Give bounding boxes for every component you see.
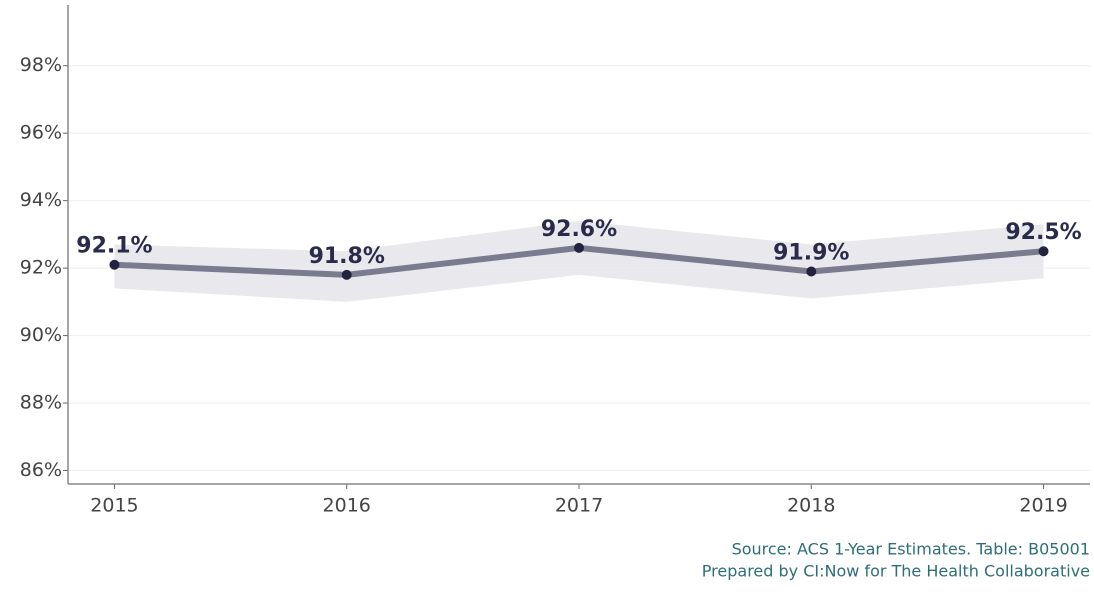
- data-label: 91.8%: [309, 244, 385, 269]
- y-tick-label: 86%: [20, 459, 62, 481]
- x-tick-label: 2018: [787, 495, 835, 517]
- x-tick-label: 2015: [90, 495, 138, 517]
- x-tick-label: 2016: [323, 495, 371, 517]
- point: [1038, 246, 1049, 257]
- y-tick-label: 90%: [20, 324, 62, 346]
- caption: Source: ACS 1-Year Estimates. Table: B05…: [732, 540, 1090, 559]
- y-tick-label: 94%: [20, 189, 62, 211]
- band-layer: [114, 220, 1044, 302]
- y-tick-label: 88%: [20, 392, 62, 414]
- point: [806, 266, 817, 277]
- data-label: 91.9%: [773, 240, 849, 265]
- caption: Prepared by CI:Now for The Health Collab…: [702, 562, 1090, 581]
- data-label: 92.5%: [1005, 220, 1081, 245]
- confidence-band: [114, 220, 1044, 302]
- x-tick-label: 2017: [555, 495, 603, 517]
- point: [574, 242, 584, 253]
- y-tick-label: 96%: [20, 122, 62, 144]
- point: [109, 259, 120, 270]
- data-label: 92.1%: [76, 234, 152, 259]
- y-tick-label: 92%: [20, 257, 62, 279]
- y-tick-label: 98%: [20, 54, 62, 76]
- x-tick-label: 2019: [1019, 495, 1067, 517]
- point: [341, 269, 352, 280]
- data-label: 92.6%: [541, 217, 617, 242]
